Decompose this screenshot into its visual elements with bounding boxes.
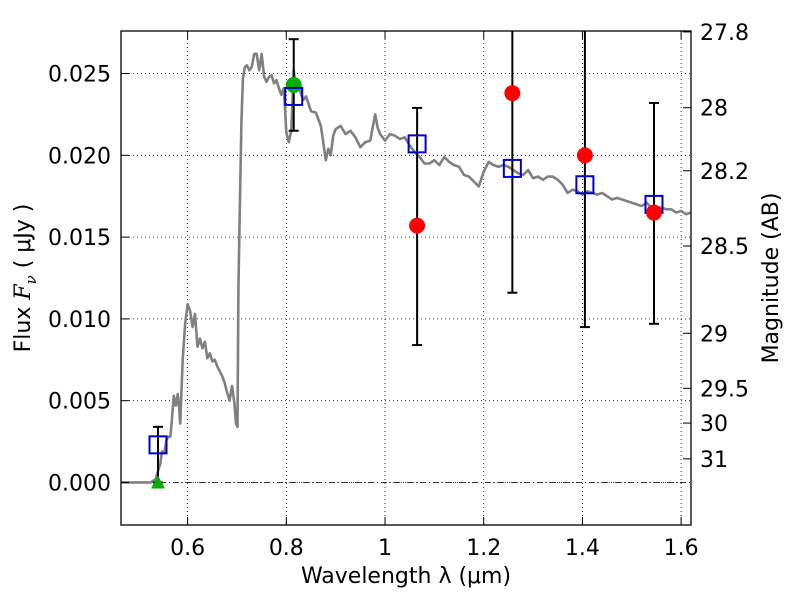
x-tick-label: 0.8 (269, 536, 304, 561)
x-tick-label: 1.6 (664, 536, 699, 561)
data-layer (121, 31, 692, 489)
observed-point (504, 85, 521, 102)
model-photometry-square (502, 158, 522, 178)
grid (121, 31, 691, 525)
axis-labels: Wavelength λ (μm) Flux Fν ( μJy ) Magnit… (11, 193, 784, 589)
y-axis-label-subscript: ν (22, 275, 40, 284)
observed-point (645, 204, 662, 221)
y-axis-label-prefix: Flux (11, 300, 36, 353)
y-axis-label: Flux Fν ( μJy ) (11, 204, 40, 353)
y-axis-label-symbol: F (11, 284, 36, 301)
observed-point (409, 217, 426, 234)
y2-tick-label: 28.2 (700, 160, 749, 185)
observed-point (576, 147, 593, 164)
y2-axis-label: Magnitude (AB) (759, 193, 784, 364)
x-axis-label: Wavelength λ (μm) (301, 564, 511, 589)
ticks: 0.6 0.8 1 1.2 1.4 1.6 0.000 0.005 0.010 0.015 0.02… (48, 21, 749, 561)
y-tick-label: 0.005 (48, 390, 111, 415)
y-tick-label: 0.025 (48, 63, 111, 88)
y2-tick-label: 27.8 (700, 21, 749, 46)
model-photometry-square (284, 86, 304, 106)
x-tick-label: 1.4 (565, 536, 600, 561)
x-tick-label: 1.2 (466, 536, 501, 561)
model-photometry-square (575, 175, 595, 195)
y2-tick-label: 28 (700, 97, 728, 122)
x-tick-label: 1 (378, 536, 392, 561)
x-tick-label: 0.6 (170, 536, 205, 561)
y2-tick-label: 31 (700, 448, 728, 473)
y2-tick-label: 29.5 (700, 377, 749, 402)
model-photometry-square (148, 435, 168, 455)
plot-frame (120, 30, 692, 526)
model-sed-line (121, 52, 692, 484)
y2-tick-label: 29 (700, 322, 728, 347)
upper-limit-marker (151, 475, 166, 489)
y-tick-label: 0.000 (48, 471, 111, 496)
y-tick-label: 0.010 (48, 308, 111, 333)
detection-point (285, 76, 302, 93)
y2-tick-label: 30 (700, 412, 728, 437)
model-photometry-square (407, 134, 427, 154)
y-tick-label: 0.015 (48, 226, 111, 251)
y2-tick-label: 28.5 (700, 235, 749, 260)
y-tick-label: 0.020 (48, 144, 111, 169)
y-axis-label-suffix: ( μJy ) (11, 204, 36, 276)
